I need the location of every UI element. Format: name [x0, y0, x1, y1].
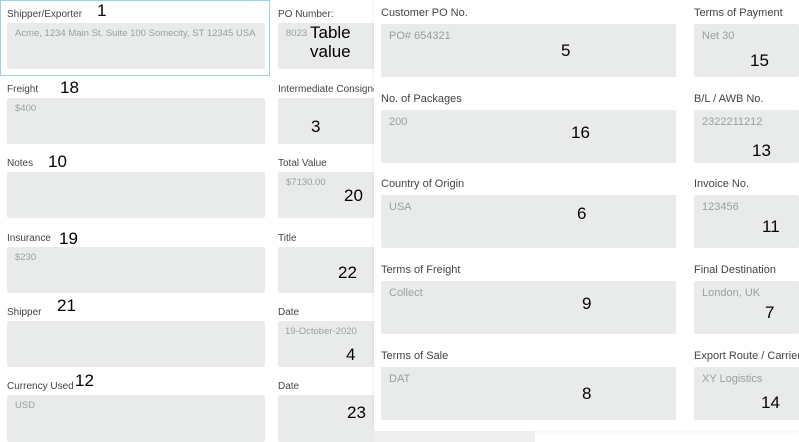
tag-5: 5	[561, 41, 571, 60]
insurance-field: Insurance $230	[7, 233, 265, 293]
tag-8: 8	[582, 384, 592, 403]
intermediate-consignee-input[interactable]	[278, 98, 378, 144]
export-route-label: Export Route / Carrier	[694, 350, 799, 362]
date1-input[interactable]: 19-October-2020	[278, 321, 378, 367]
insurance-label: Insurance	[7, 233, 51, 244]
bl-awb-field: B/L / AWB No. 2322211212	[694, 93, 799, 163]
currency-used-input[interactable]: USD	[7, 395, 265, 442]
tag-22: 22	[338, 263, 357, 282]
terms-sale-field: Terms of Sale DAT	[381, 350, 676, 420]
tag-21: 21	[57, 296, 76, 315]
terms-payment-field: Terms of Payment Net 30	[694, 7, 799, 77]
shipper-label: Shipper	[7, 307, 42, 318]
tag-20: 20	[344, 186, 363, 205]
country-origin-label: Country of Origin	[381, 178, 465, 190]
total-value-input[interactable]: $7130.00	[278, 172, 378, 218]
shipper-exporter-input[interactable]: Acme, 1234 Main St. Suite 100 Somecity, …	[7, 23, 265, 69]
tag-23: 23	[347, 403, 366, 422]
insurance-input[interactable]: $230	[7, 247, 265, 293]
title-field: Title	[278, 233, 378, 293]
currency-used-label: Currency Used	[7, 381, 74, 392]
tag-16: 16	[571, 123, 590, 142]
shipper-exporter-highlight	[0, 0, 270, 76]
bl-awb-label: B/L / AWB No.	[694, 93, 764, 105]
currency-used-field: Currency Used USD	[7, 381, 265, 442]
tag-3: 3	[311, 117, 321, 136]
title-input[interactable]	[278, 247, 378, 293]
terms-payment-label: Terms of Payment	[694, 7, 783, 19]
notes-field: Notes	[7, 158, 265, 218]
export-route-input[interactable]: XY Logistics	[694, 367, 799, 420]
tag-18: 18	[60, 78, 79, 97]
po-number-label: PO Number:	[278, 9, 334, 20]
po-number-input[interactable]: 8023	[278, 23, 378, 69]
export-route-field: Export Route / Carrier XY Logistics	[694, 350, 799, 420]
date2-input[interactable]	[278, 395, 378, 442]
terms-freight-field: Terms of Freight Collect	[381, 264, 676, 334]
country-origin-input[interactable]: USA	[381, 195, 676, 248]
title-label: Title	[278, 233, 297, 244]
date2-label: Date	[278, 381, 300, 392]
customer-po-input[interactable]: PO# 654321	[381, 24, 676, 77]
invoice-no-label: Invoice No.	[694, 178, 750, 190]
tag-12: 12	[75, 371, 94, 390]
tag-6: 6	[577, 204, 587, 223]
final-destination-label: Final Destination	[694, 264, 776, 276]
shipper-field: Shipper	[7, 307, 265, 367]
tag-11: 11	[762, 217, 780, 236]
no-packages-field: No. of Packages 200	[381, 93, 676, 163]
country-origin-field: Country of Origin USA	[381, 178, 676, 248]
invoice-no-input[interactable]: 123456	[694, 195, 799, 248]
tag-15: 15	[750, 51, 769, 70]
terms-sale-input[interactable]: DAT	[381, 367, 676, 420]
final-destination-input[interactable]: London, UK	[694, 281, 799, 334]
shipper-exporter-label: Shipper/Exporter	[7, 9, 83, 20]
invoice-no-field: Invoice No. 123456	[694, 178, 799, 248]
date1-label: Date	[278, 307, 300, 318]
date1-field: Date 19-October-2020	[278, 307, 378, 367]
tag-10: 10	[48, 152, 67, 171]
tag-table-value: Table value	[310, 23, 351, 61]
customer-po-field: Customer PO No. PO# 654321	[381, 7, 676, 77]
intermediate-consignee-field: Intermediate Consignee	[278, 84, 384, 144]
tag-14: 14	[761, 393, 780, 412]
total-value-label: Total Value	[278, 158, 327, 169]
total-value-field: Total Value $7130.00	[278, 158, 378, 218]
freight-label: Freight	[7, 84, 39, 95]
no-packages-label: No. of Packages	[381, 93, 462, 105]
shipper-input[interactable]	[7, 321, 265, 367]
no-packages-input[interactable]: 200	[381, 110, 676, 163]
terms-freight-label: Terms of Freight	[381, 264, 461, 276]
tag-19: 19	[59, 229, 78, 248]
terms-freight-input[interactable]: Collect	[381, 281, 676, 334]
intermediate-consignee-label: Intermediate Consignee	[278, 84, 385, 95]
tag-7: 7	[765, 303, 775, 322]
tag-4: 4	[346, 345, 356, 364]
tag-1: 1	[97, 1, 107, 20]
shipper-exporter-field: Shipper/Exporter Acme, 1234 Main St. Sui…	[7, 9, 265, 71]
customer-po-label: Customer PO No.	[381, 7, 468, 19]
tag-9: 9	[582, 294, 592, 313]
terms-sale-label: Terms of Sale	[381, 350, 449, 362]
date2-field: Date	[278, 381, 378, 442]
freight-input[interactable]: $400	[7, 98, 265, 144]
final-destination-field: Final Destination London, UK	[694, 264, 799, 334]
notes-label: Notes	[7, 158, 34, 169]
freight-field: Freight $400	[7, 84, 265, 144]
overlay-panel-bottom-strip	[374, 431, 535, 442]
po-number-field: PO Number: 8023	[278, 9, 378, 69]
notes-input[interactable]	[7, 172, 265, 218]
terms-payment-input[interactable]: Net 30	[694, 24, 799, 77]
tag-13: 13	[752, 141, 771, 160]
bl-awb-input[interactable]: 2322211212	[694, 110, 799, 163]
